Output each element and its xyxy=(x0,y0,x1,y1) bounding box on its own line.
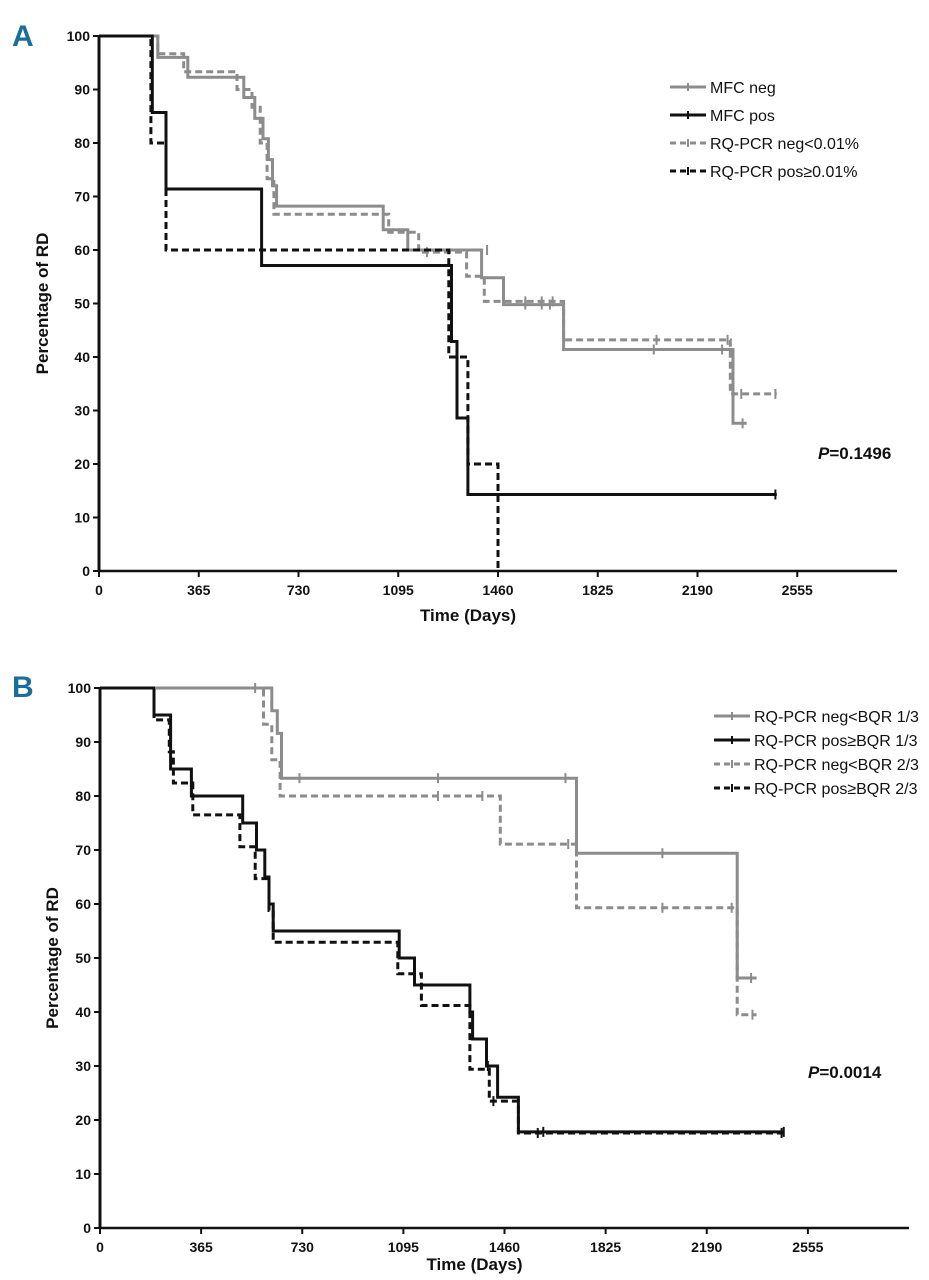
panel-letter: A xyxy=(12,20,34,53)
p-value: P=0.1496 xyxy=(818,444,891,463)
y-tick-label: 20 xyxy=(74,456,90,472)
legend-label: MFC neg xyxy=(710,80,776,97)
legend-label: RQ-PCR pos≥BQR 1/3 xyxy=(754,733,918,750)
x-tick-label: 2555 xyxy=(782,582,813,598)
legend-label: RQ-PCR neg<BQR 1/3 xyxy=(754,709,919,726)
y-tick-label: 40 xyxy=(74,349,90,365)
x-tick-label: 1095 xyxy=(383,582,414,598)
panel-letter: B xyxy=(12,671,34,704)
y-tick-label: 10 xyxy=(75,1166,91,1182)
series-line-2 xyxy=(100,686,785,1134)
legend-label: RQ-PCR pos≥BQR 2/3 xyxy=(754,781,918,798)
legend: RQ-PCR neg<BQR 1/3 RQ-PCR pos≥BQR 1/3 RQ-P… xyxy=(714,709,919,798)
y-tick-label: 30 xyxy=(75,1058,91,1074)
y-tick-label: 70 xyxy=(75,842,91,858)
legend-label: RQ-PCR neg<BQR 2/3 xyxy=(754,757,919,774)
x-tick-label: 0 xyxy=(95,582,103,598)
x-tick-label: 0 xyxy=(96,1239,104,1255)
y-tick-label: 60 xyxy=(74,242,90,258)
y-tick-label: 50 xyxy=(74,296,90,312)
x-tick-label: 2190 xyxy=(682,582,713,598)
y-tick-label: 70 xyxy=(74,189,90,205)
legend-label: RQ-PCR pos≥0.01% xyxy=(710,164,858,181)
x-tick-label: 2555 xyxy=(792,1239,823,1255)
x-tick-label: 1825 xyxy=(582,582,613,598)
series-line-1 xyxy=(100,686,757,980)
x-tick-label: 730 xyxy=(287,582,311,598)
series-line-4 xyxy=(99,34,500,571)
x-tick-label: 365 xyxy=(189,1239,213,1255)
legend: MFC neg MFC pos RQ-PCR neg<0.01% RQ-PCR pos… xyxy=(670,80,859,181)
y-tick-label: 50 xyxy=(75,950,91,966)
x-tick-label: 730 xyxy=(291,1239,315,1255)
y-tick-label: 90 xyxy=(74,82,90,98)
y-axis-title: Percentage of RD xyxy=(33,233,52,375)
x-tick-label: 1460 xyxy=(489,1239,520,1255)
y-tick-label: 0 xyxy=(83,1220,91,1236)
x-tick-label: 1825 xyxy=(590,1239,621,1255)
series-line-3 xyxy=(100,686,757,1017)
series-line-4 xyxy=(100,686,785,1135)
y-tick-label: 20 xyxy=(75,1112,91,1128)
x-tick-label: 1460 xyxy=(482,582,513,598)
legend-label: MFC pos xyxy=(710,108,775,125)
legend-label: RQ-PCR neg<0.01% xyxy=(710,136,859,153)
y-axis-title: Percentage of RD xyxy=(43,887,62,1029)
y-tick-label: 100 xyxy=(67,28,91,44)
y-tick-label: 0 xyxy=(82,563,90,579)
y-tick-label: 10 xyxy=(74,510,90,526)
y-tick-label: 80 xyxy=(75,788,91,804)
y-tick-label: 30 xyxy=(74,403,90,419)
y-tick-label: 90 xyxy=(75,734,91,750)
x-axis-title: Time (Days) xyxy=(420,606,516,625)
y-tick-label: 40 xyxy=(75,1004,91,1020)
y-tick-label: 100 xyxy=(68,680,92,696)
y-tick-label: 60 xyxy=(75,896,91,912)
x-tick-label: 1095 xyxy=(388,1239,419,1255)
x-tick-label: 365 xyxy=(187,582,211,598)
series-line-2 xyxy=(99,34,777,496)
x-tick-label: 2190 xyxy=(691,1239,722,1255)
panel-a: A 0 10 20 30 40 50 60 70 80 90 100 0 365 730 1095 1460 18… xyxy=(12,20,897,625)
series-line-1 xyxy=(99,34,747,425)
x-axis-title: Time (Days) xyxy=(426,1255,522,1274)
series-line-3 xyxy=(99,34,777,396)
p-value: P=0.0014 xyxy=(808,1063,882,1082)
panel-b: B 0 10 20 30 40 50 60 70 80 90 100 0 365 730 1095 1460 18… xyxy=(12,671,919,1274)
y-tick-label: 80 xyxy=(74,135,90,151)
